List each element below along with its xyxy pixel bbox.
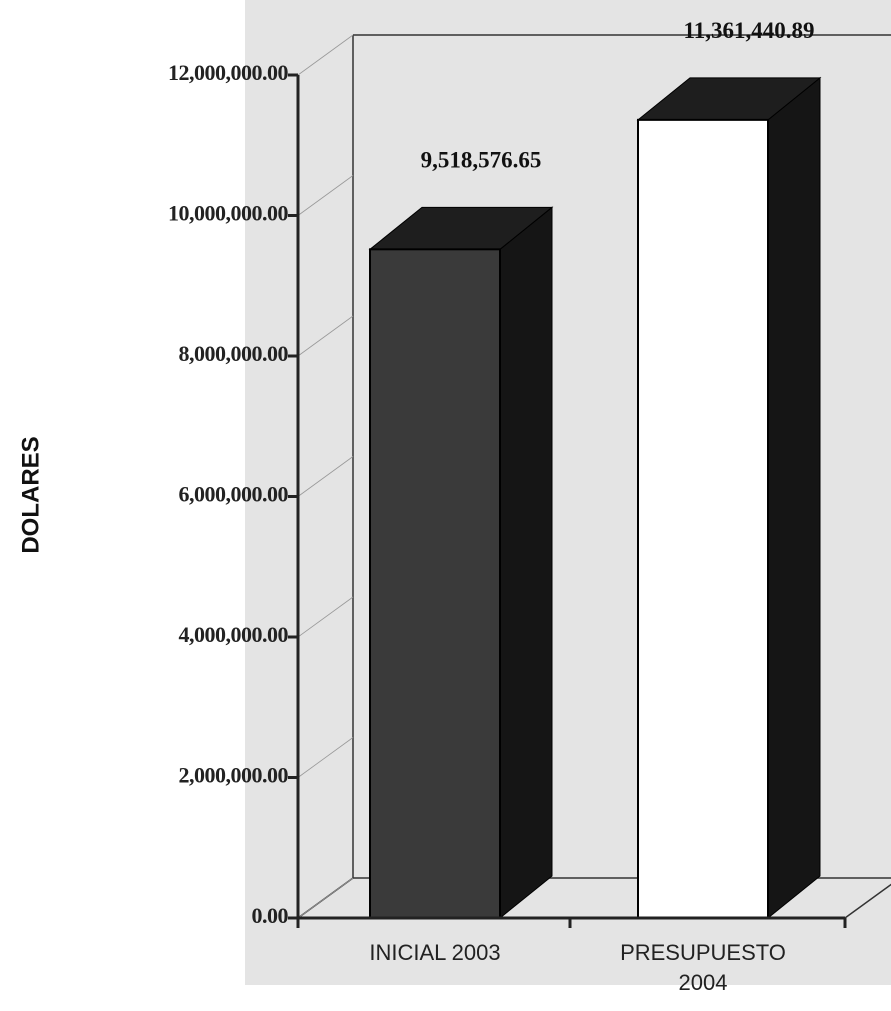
wall-grid-line [297, 877, 354, 919]
wall-grid-line [297, 315, 354, 357]
wall-grid-line [297, 456, 354, 497]
wall-grid-line [297, 596, 354, 638]
bar [369, 248, 501, 919]
y-tick-label: 2,000,000.00 [179, 763, 289, 788]
y-tick-label: 12,000,000.00 [168, 60, 289, 85]
value-label: 11,361,440.89 [684, 18, 815, 43]
x-tick-label: PRESUPUESTO 2004 [620, 940, 786, 995]
wall-grid-line [297, 175, 354, 216]
y-tick-label: 0.00 [252, 903, 289, 928]
y-tick-label: 8,000,000.00 [179, 341, 289, 366]
wall-grid-line [297, 34, 354, 76]
bar-side [767, 76, 821, 920]
y-tick-label: 6,000,000.00 [179, 482, 289, 507]
value-label: 9,518,576.65 [421, 148, 542, 173]
wall-grid-line [297, 737, 354, 778]
bar [637, 118, 769, 920]
bar-side [499, 206, 553, 920]
y-tick-label: 10,000,000.00 [168, 201, 289, 226]
y-tick-label: 4,000,000.00 [179, 622, 289, 647]
x-tick-label: INICIAL 2003 [369, 940, 501, 965]
y-axis-label: DOLARES [17, 436, 44, 553]
